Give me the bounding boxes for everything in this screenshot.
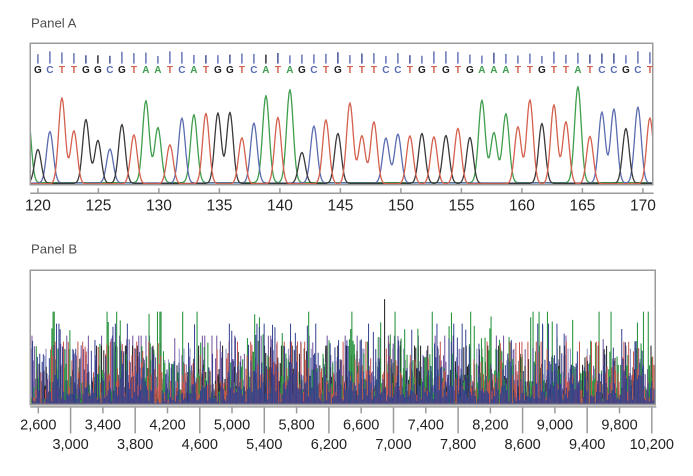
svg-text:G: G xyxy=(226,65,234,76)
svg-text:T: T xyxy=(431,65,437,76)
svg-text:T: T xyxy=(59,65,65,76)
svg-text:4,200: 4,200 xyxy=(149,418,185,434)
svg-text:A: A xyxy=(286,65,293,76)
svg-text:C: C xyxy=(250,65,257,76)
svg-text:T: T xyxy=(347,65,353,76)
svg-text:C: C xyxy=(46,65,53,76)
svg-text:A: A xyxy=(574,65,581,76)
svg-text:6,600: 6,600 xyxy=(343,418,379,434)
svg-text:9,000: 9,000 xyxy=(537,418,573,434)
svg-text:T: T xyxy=(527,65,533,76)
svg-text:G: G xyxy=(214,65,222,76)
svg-text:2,600: 2,600 xyxy=(20,418,56,434)
svg-text:T: T xyxy=(203,65,209,76)
svg-text:150: 150 xyxy=(388,198,414,215)
svg-text:G: G xyxy=(298,65,306,76)
svg-text:A: A xyxy=(142,65,149,76)
svg-text:10,200: 10,200 xyxy=(630,437,674,453)
svg-text:3,000: 3,000 xyxy=(52,437,88,453)
svg-text:C: C xyxy=(610,65,617,76)
svg-text:3,400: 3,400 xyxy=(85,418,121,434)
svg-text:A: A xyxy=(154,65,161,76)
svg-text:T: T xyxy=(455,65,461,76)
svg-text:G: G xyxy=(82,65,90,76)
svg-text:7,400: 7,400 xyxy=(408,418,444,434)
svg-text:T: T xyxy=(167,65,173,76)
svg-text:170: 170 xyxy=(630,198,656,215)
svg-text:Panel B: Panel B xyxy=(31,241,77,256)
svg-text:G: G xyxy=(118,65,126,76)
svg-text:C: C xyxy=(106,65,113,76)
svg-text:C: C xyxy=(598,65,605,76)
svg-text:G: G xyxy=(466,65,474,76)
svg-text:T: T xyxy=(551,65,557,76)
svg-text:T: T xyxy=(239,65,245,76)
svg-text:T: T xyxy=(647,65,653,76)
svg-text:125: 125 xyxy=(85,198,111,215)
svg-text:Panel A: Panel A xyxy=(31,15,77,30)
svg-text:8,200: 8,200 xyxy=(472,418,508,434)
svg-text:G: G xyxy=(334,65,342,76)
svg-text:C: C xyxy=(178,65,185,76)
svg-text:C: C xyxy=(382,65,389,76)
svg-text:T: T xyxy=(131,65,137,76)
svg-text:160: 160 xyxy=(509,198,535,215)
svg-text:135: 135 xyxy=(206,198,232,215)
svg-text:130: 130 xyxy=(146,198,172,215)
svg-text:155: 155 xyxy=(448,198,474,215)
svg-text:T: T xyxy=(275,65,281,76)
svg-text:4,600: 4,600 xyxy=(182,437,218,453)
svg-text:5,000: 5,000 xyxy=(214,418,250,434)
svg-text:T: T xyxy=(323,65,329,76)
svg-text:165: 165 xyxy=(569,198,595,215)
svg-text:G: G xyxy=(442,65,450,76)
svg-text:140: 140 xyxy=(267,198,293,215)
svg-text:G: G xyxy=(94,65,102,76)
svg-text:G: G xyxy=(418,65,426,76)
svg-text:A: A xyxy=(490,65,497,76)
svg-text:C: C xyxy=(310,65,317,76)
svg-text:5,400: 5,400 xyxy=(246,437,282,453)
svg-text:9,400: 9,400 xyxy=(569,437,605,453)
svg-text:7,800: 7,800 xyxy=(440,437,476,453)
svg-text:C: C xyxy=(634,65,641,76)
svg-text:A: A xyxy=(262,65,269,76)
svg-text:3,800: 3,800 xyxy=(117,437,153,453)
svg-text:9,800: 9,800 xyxy=(601,418,637,434)
svg-text:6,200: 6,200 xyxy=(311,437,347,453)
svg-text:T: T xyxy=(71,65,77,76)
svg-text:7,000: 7,000 xyxy=(375,437,411,453)
svg-text:5,800: 5,800 xyxy=(278,418,314,434)
svg-text:A: A xyxy=(502,65,509,76)
svg-text:C: C xyxy=(394,65,401,76)
svg-text:T: T xyxy=(407,65,413,76)
svg-text:G: G xyxy=(622,65,630,76)
svg-text:T: T xyxy=(587,65,593,76)
svg-text:T: T xyxy=(371,65,377,76)
svg-text:8,600: 8,600 xyxy=(504,437,540,453)
svg-text:A: A xyxy=(478,65,485,76)
svg-text:145: 145 xyxy=(327,198,353,215)
svg-text:A: A xyxy=(190,65,197,76)
svg-text:T: T xyxy=(563,65,569,76)
svg-text:T: T xyxy=(515,65,521,76)
svg-text:G: G xyxy=(538,65,546,76)
svg-text:G: G xyxy=(34,65,42,76)
svg-text:120: 120 xyxy=(25,198,51,215)
svg-text:T: T xyxy=(359,65,365,76)
